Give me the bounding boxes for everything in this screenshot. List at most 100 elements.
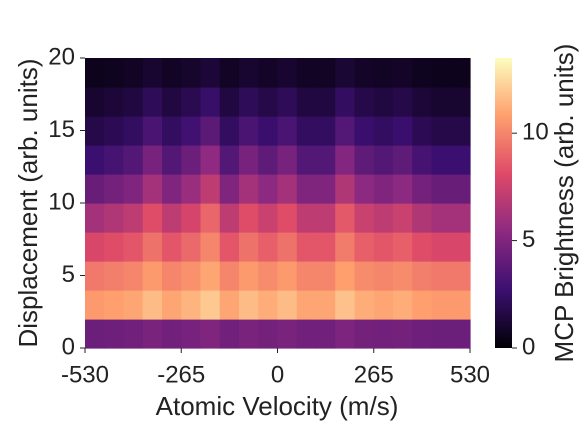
heatmap-cell — [354, 203, 375, 233]
heatmap-cell — [104, 232, 125, 262]
heatmap-cell — [123, 145, 144, 175]
heatmap-cell — [142, 174, 163, 204]
x-tick-label: 530 — [450, 361, 490, 388]
heatmap-cell — [162, 145, 182, 175]
heatmap-cell — [219, 145, 240, 175]
heatmap-cell — [412, 319, 433, 349]
heatmap-cell — [85, 203, 105, 233]
heatmap-cell — [239, 87, 259, 117]
heatmap-cell — [335, 319, 356, 349]
heatmap-cell — [219, 232, 240, 262]
heatmap-cell — [354, 174, 375, 204]
y-tick-label: 10 — [48, 188, 75, 215]
heatmap-cell — [85, 87, 105, 117]
heatmap-cell — [316, 58, 336, 88]
heatmap-cell — [200, 203, 221, 233]
heatmap-cell — [373, 290, 394, 320]
heatmap-cell — [296, 87, 317, 117]
heatmap-cell — [239, 319, 259, 349]
heatmap-cell — [219, 116, 240, 146]
heatmap-cell — [104, 261, 125, 291]
heatmap-cell — [142, 58, 163, 88]
heatmap-cell — [412, 232, 433, 262]
y-tick-label: 20 — [48, 43, 75, 70]
heatmap-cell — [258, 174, 279, 204]
heatmap-cell — [373, 232, 394, 262]
x-tick-label: -265 — [157, 361, 205, 388]
heatmap-cell — [239, 58, 259, 88]
heatmap-cell — [258, 116, 279, 146]
heatmap-cell — [354, 261, 375, 291]
heatmap-cell — [85, 261, 105, 291]
heatmap-cell — [316, 174, 336, 204]
heatmap-cell — [104, 319, 125, 349]
heatmap-cell — [85, 116, 105, 146]
heatmap-cell — [450, 87, 471, 117]
y-axis-label: Displacement (arb. units) — [13, 59, 43, 348]
heatmap-cell — [85, 58, 105, 88]
heatmap-cell — [393, 145, 413, 175]
heatmap-cell — [296, 319, 317, 349]
heatmap-cell — [335, 87, 356, 117]
heatmap-cell — [239, 145, 259, 175]
heatmap-cell — [431, 116, 452, 146]
heatmap-cell — [393, 261, 413, 291]
heatmap-cell — [258, 290, 279, 320]
colorbar-tick-label: 5 — [522, 226, 535, 253]
heatmap-cell — [335, 203, 356, 233]
heatmap-cell — [335, 261, 356, 291]
heatmap-cell — [258, 58, 279, 88]
heatmap-cell — [354, 58, 375, 88]
heatmap-cell — [296, 232, 317, 262]
heatmap-cell — [200, 261, 221, 291]
heatmap-cell — [200, 319, 221, 349]
y-tick-label: 5 — [62, 261, 75, 288]
heatmap-cell — [123, 290, 144, 320]
x-axis-label: Atomic Velocity (m/s) — [156, 391, 399, 421]
heatmap-cell — [181, 87, 202, 117]
heatmap-cell — [85, 290, 105, 320]
heatmap-cell — [431, 290, 452, 320]
heatmap-cell — [296, 116, 317, 146]
heatmap-cell — [296, 261, 317, 291]
heatmap-cell — [104, 174, 125, 204]
heatmap-cell — [373, 58, 394, 88]
heatmap-cell — [142, 87, 163, 117]
heatmap-cell — [316, 290, 336, 320]
heatmap-cell — [162, 319, 182, 349]
heatmap-cell — [450, 319, 471, 349]
heatmap-cell — [104, 116, 125, 146]
heatmap-cell — [181, 203, 202, 233]
heatmap-cell — [258, 319, 279, 349]
heatmap-cell — [104, 87, 125, 117]
heatmap-cell — [393, 203, 413, 233]
heatmap-cell — [373, 203, 394, 233]
heatmap-cell — [277, 203, 298, 233]
heatmap-cell — [123, 87, 144, 117]
heatmap-cell — [373, 145, 394, 175]
heatmap-cell — [277, 87, 298, 117]
heatmap-cell — [142, 319, 163, 349]
heatmap-cell — [316, 116, 336, 146]
heatmap-cell — [258, 87, 279, 117]
heatmap-cell — [354, 232, 375, 262]
heatmap-cell — [431, 145, 452, 175]
heatmap-cell — [258, 145, 279, 175]
heatmap-cell — [142, 261, 163, 291]
heatmap-cell — [412, 261, 433, 291]
heatmap-cell — [431, 58, 452, 88]
heatmap-cell — [450, 290, 471, 320]
heatmap-cell — [239, 290, 259, 320]
heatmap-cell — [316, 232, 336, 262]
heatmap-cell — [335, 58, 356, 88]
heatmap-cell — [200, 145, 221, 175]
heatmap-cell — [162, 290, 182, 320]
heatmap-cell — [123, 174, 144, 204]
heatmap-cell — [85, 232, 105, 262]
heatmap-cell — [431, 261, 452, 291]
heatmap-cell — [181, 116, 202, 146]
heatmap-cell — [219, 203, 240, 233]
heatmap-cell — [142, 232, 163, 262]
heatmap-cell — [296, 203, 317, 233]
colorbar-tick-label: 10 — [522, 119, 549, 146]
